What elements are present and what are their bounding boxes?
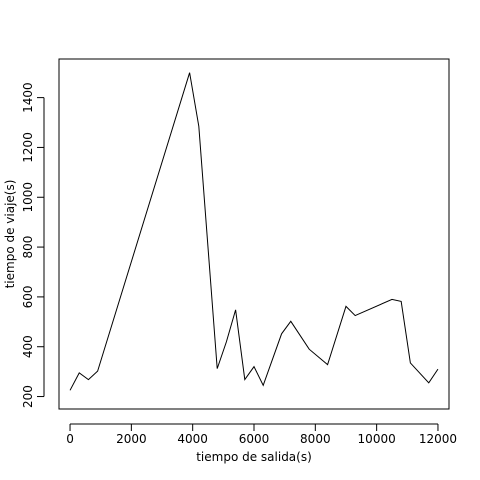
y-tick-label: 400 [21, 335, 35, 358]
y-axis: 200 400 600 800 1000 1200 1400 [21, 82, 45, 408]
x-axis: 0 2000 4000 6000 8000 10000 12000 [66, 423, 457, 446]
x-axis-label: tiempo de salida(s) [196, 450, 312, 464]
data-layer [69, 72, 439, 391]
x-tick-label: 0 [66, 432, 74, 446]
plot-frame [58, 58, 450, 410]
x-tick-label: 10000 [358, 432, 396, 446]
y-tick-label: 600 [21, 285, 35, 308]
series-line-0 [69, 72, 439, 391]
y-tick-label: 200 [21, 385, 35, 408]
y-tick-label: 1200 [21, 132, 35, 163]
x-tick-label: 4000 [177, 432, 208, 446]
x-tick-label: 12000 [419, 432, 457, 446]
x-tick-label: 2000 [116, 432, 147, 446]
y-tick-label: 1400 [21, 82, 35, 113]
y-axis-label: tiempo de viaje(s) [3, 180, 17, 289]
x-tick-label: 8000 [300, 432, 331, 446]
x-tick-label: 6000 [239, 432, 270, 446]
y-tick-label: 1000 [21, 182, 35, 213]
y-tick-label: 800 [21, 236, 35, 259]
